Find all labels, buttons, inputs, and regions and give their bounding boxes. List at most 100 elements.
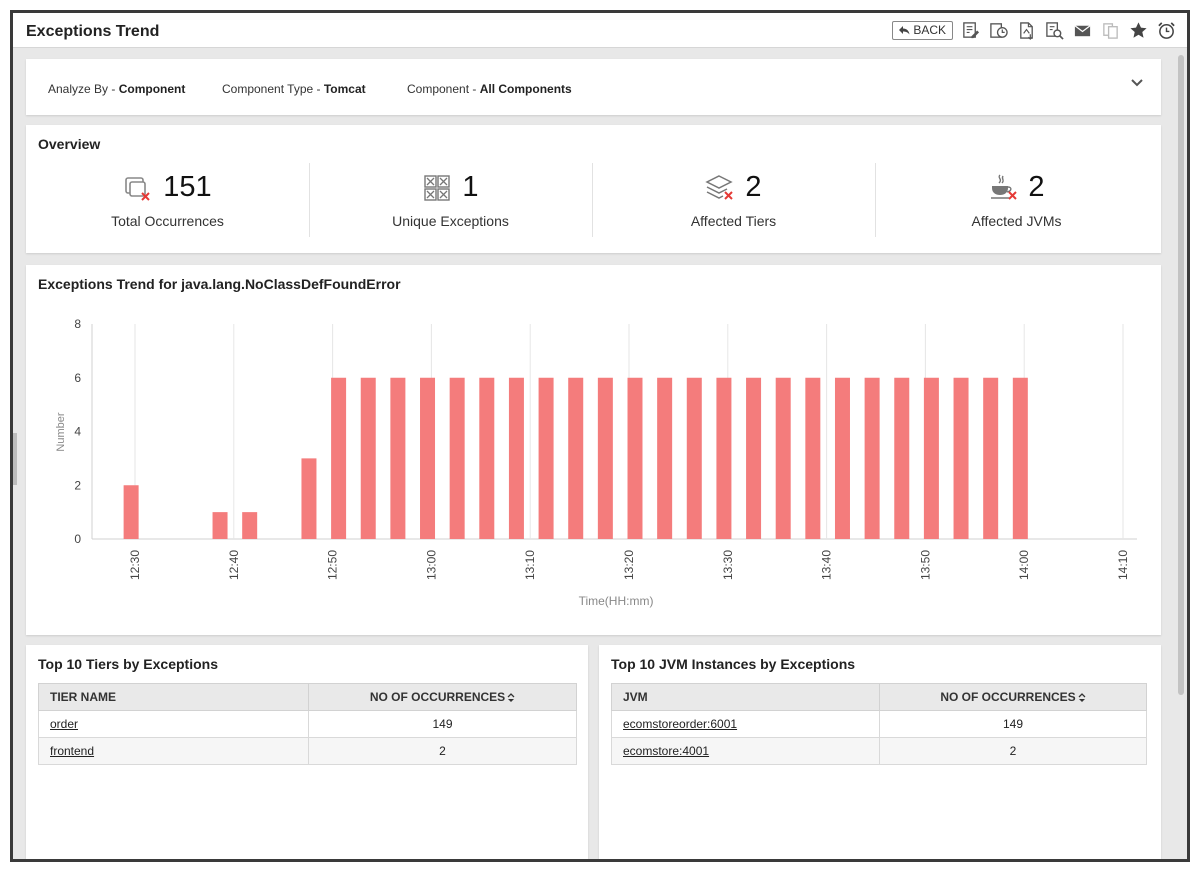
- occurrences-icon: [125, 176, 151, 201]
- stat-affected-jvms: 2 Affected JVMs: [875, 165, 1158, 241]
- y-tick-label: 2: [74, 478, 81, 492]
- side-panel-handle[interactable]: [13, 433, 17, 485]
- y-tick-label: 8: [74, 317, 81, 331]
- x-tick-label: 13:30: [721, 550, 735, 580]
- toolbar: BACK: [892, 20, 1177, 40]
- table-row: order 149: [38, 710, 577, 738]
- tier-name-cell: order: [38, 710, 309, 738]
- jvm-name-cell: ecomstore:4001: [611, 737, 880, 765]
- x-tick-label: 12:30: [128, 550, 142, 580]
- bar: [420, 377, 436, 539]
- filter-component: Component - All Components: [407, 82, 572, 96]
- bar: [360, 377, 376, 539]
- jvm-link[interactable]: ecomstoreorder:6001: [623, 717, 738, 731]
- bar: [716, 377, 732, 539]
- stat-value: 2: [745, 171, 762, 203]
- stat-label: Unique Exceptions: [392, 213, 509, 229]
- bar: [627, 377, 643, 539]
- filter-value: Component: [118, 82, 186, 96]
- filter-value: Tomcat: [323, 82, 366, 96]
- filter-key: Component -: [407, 82, 480, 96]
- bar: [508, 377, 524, 539]
- stat-total-occurrences: 151 Total Occurrences: [26, 165, 309, 241]
- stat-unique-exceptions: 1 Unique Exceptions: [309, 165, 592, 241]
- table-row: ecomstore:4001 2: [611, 737, 1147, 765]
- occurrences-cell: 149: [308, 710, 577, 738]
- title-bar: Exceptions Trend BACK: [13, 13, 1187, 48]
- bar: [390, 377, 406, 539]
- column-header-jvm[interactable]: JVM: [611, 683, 880, 711]
- x-tick-label: 14:10: [1116, 550, 1130, 580]
- back-button[interactable]: BACK: [892, 20, 953, 40]
- back-label: BACK: [913, 23, 946, 37]
- bar: [449, 377, 465, 539]
- stat-label: Affected JVMs: [971, 213, 1062, 229]
- sort-icon[interactable]: [507, 692, 515, 703]
- column-header-occurrences[interactable]: NO OF OCCURRENCES: [879, 683, 1147, 711]
- stat-label: Affected Tiers: [690, 213, 777, 229]
- export-pdf-icon[interactable]: [1015, 20, 1037, 40]
- vertical-scrollbar[interactable]: [1175, 49, 1187, 859]
- tiers-icon: [705, 174, 734, 200]
- favorite-star-icon[interactable]: [1127, 20, 1149, 40]
- divider: [875, 163, 876, 237]
- table-header-row: TIER NAME NO OF OCCURRENCES: [38, 683, 577, 711]
- bar: [834, 377, 850, 539]
- top-jvms-title: Top 10 JVM Instances by Exceptions: [611, 656, 856, 672]
- y-tick-label: 4: [74, 425, 81, 439]
- filter-key: Component Type -: [222, 82, 324, 96]
- chevron-down-icon[interactable]: [1129, 75, 1145, 91]
- divider: [592, 163, 593, 237]
- edit-report-icon[interactable]: [959, 20, 981, 40]
- bar: [775, 377, 791, 539]
- stat-affected-tiers: 2 Affected Tiers: [592, 165, 875, 241]
- bar: [212, 512, 228, 539]
- table-header-row: JVM NO OF OCCURRENCES: [611, 683, 1147, 711]
- search-report-icon[interactable]: [1043, 20, 1065, 40]
- x-axis-title: Time(HH:mm): [579, 594, 654, 608]
- tier-link[interactable]: order: [50, 717, 79, 731]
- x-tick-label: 14:00: [1017, 550, 1031, 580]
- y-tick-label: 0: [74, 532, 81, 546]
- filter-analyze-by: Analyze By - Component: [48, 82, 185, 96]
- top-jvms-table: JVM NO OF OCCURRENCES ecomstoreorder:600…: [611, 683, 1147, 765]
- bar: [894, 377, 910, 539]
- schedule-report-icon[interactable]: [987, 20, 1009, 40]
- top-tiers-title: Top 10 Tiers by Exceptions: [38, 656, 218, 672]
- bar: [983, 377, 999, 539]
- jvm-icon: [991, 174, 1018, 200]
- overview-panel: Overview 151 Total Occurrences 1 Unique …: [26, 125, 1161, 253]
- bar: [479, 377, 495, 539]
- occurrences-cell: 2: [879, 737, 1147, 765]
- bar: [746, 377, 762, 539]
- table-row: frontend 2: [38, 737, 577, 765]
- bar: [805, 377, 821, 539]
- stat-value: 151: [163, 171, 212, 203]
- top-tiers-table: TIER NAME NO OF OCCURRENCES order 149 fr…: [38, 683, 577, 765]
- x-tick-label: 13:20: [622, 550, 636, 580]
- filter-bar: Analyze By - Component Component Type - …: [26, 59, 1161, 115]
- y-tick-label: 6: [74, 371, 81, 385]
- top-jvms-panel: Top 10 JVM Instances by Exceptions JVM N…: [599, 645, 1161, 859]
- stat-value: 1: [462, 171, 479, 203]
- top-tiers-panel: Top 10 Tiers by Exceptions TIER NAME NO …: [26, 645, 588, 859]
- column-header-tier-name[interactable]: TIER NAME: [38, 683, 309, 711]
- page-title: Exceptions Trend: [26, 23, 160, 40]
- tier-link[interactable]: frontend: [50, 744, 95, 758]
- jvm-link[interactable]: ecomstore:4001: [623, 744, 710, 758]
- bar: [123, 485, 139, 539]
- alarm-clock-icon[interactable]: [1155, 20, 1177, 40]
- x-tick-label: 13:00: [424, 550, 438, 580]
- x-tick-label: 13:50: [918, 550, 932, 580]
- bar: [301, 458, 317, 539]
- column-header-occurrences[interactable]: NO OF OCCURRENCES: [308, 683, 577, 711]
- bar: [864, 377, 880, 539]
- email-icon[interactable]: [1071, 20, 1093, 40]
- bar: [242, 512, 258, 539]
- overview-title: Overview: [38, 136, 101, 152]
- sort-icon[interactable]: [1078, 692, 1086, 703]
- bar: [597, 377, 613, 539]
- bar: [657, 377, 673, 539]
- scrollbar-thumb[interactable]: [1178, 55, 1184, 695]
- x-tick-label: 12:50: [326, 550, 340, 580]
